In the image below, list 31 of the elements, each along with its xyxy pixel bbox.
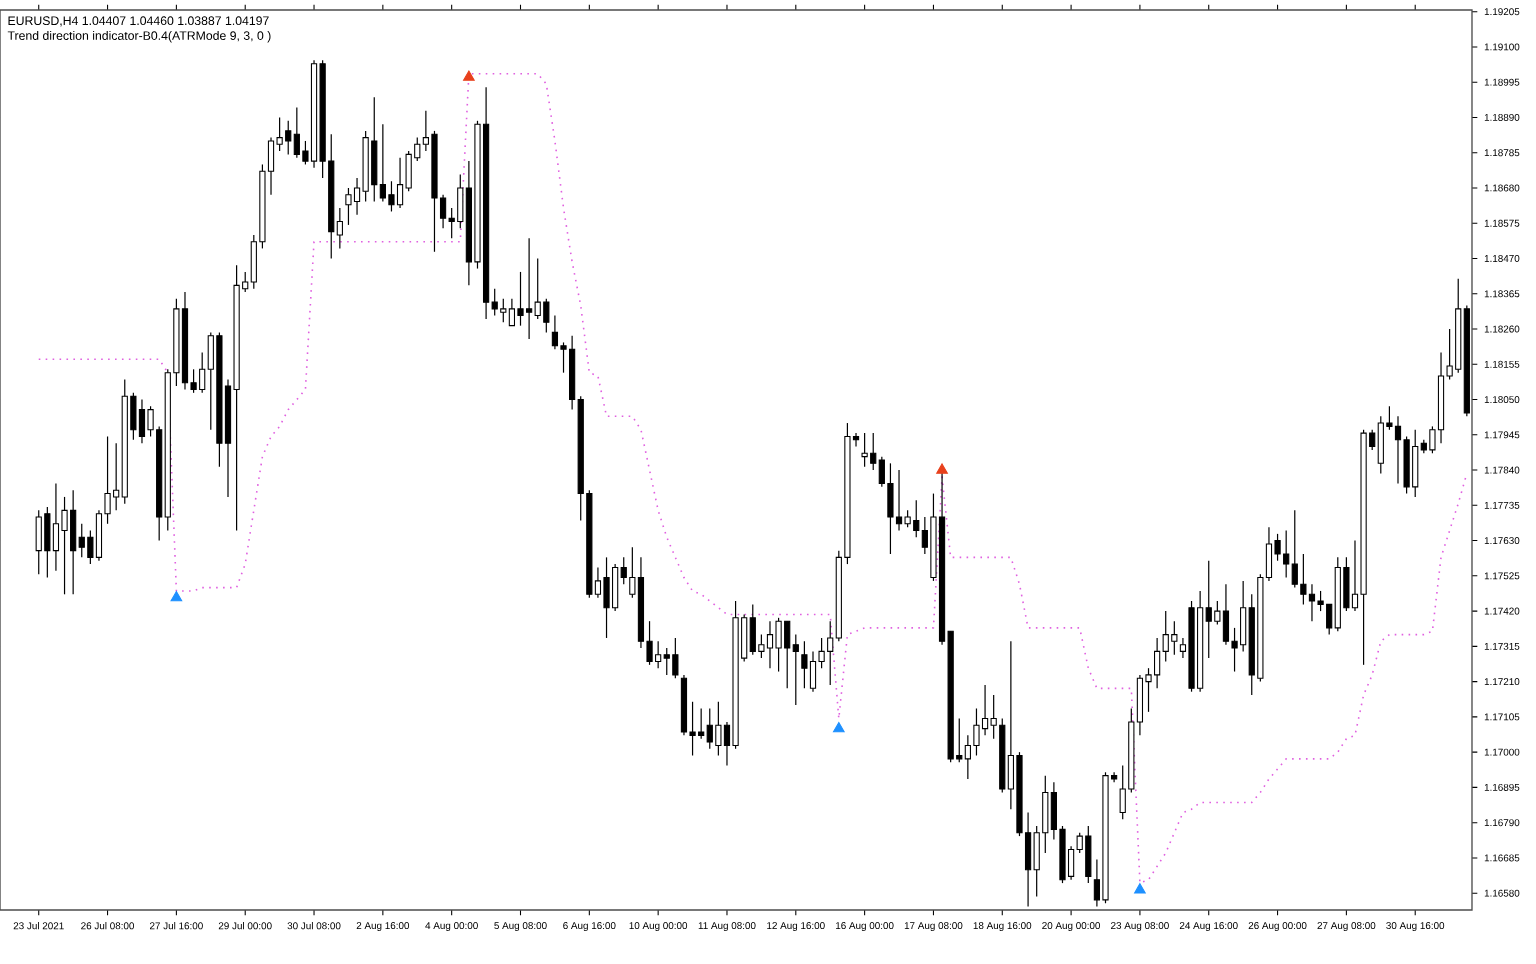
point bbox=[463, 70, 475, 81]
candlestick bbox=[715, 701, 722, 757]
candlestick bbox=[138, 398, 146, 444]
candlestick bbox=[775, 617, 782, 673]
candlestick bbox=[1300, 553, 1307, 605]
candlestick bbox=[895, 469, 903, 532]
candlestick bbox=[345, 187, 352, 226]
point bbox=[1134, 883, 1146, 894]
candlestick bbox=[517, 271, 524, 327]
candlestick bbox=[61, 496, 68, 595]
candlestick bbox=[973, 707, 980, 757]
candlestick bbox=[861, 432, 868, 468]
candlestick bbox=[388, 180, 395, 213]
candlestick bbox=[1394, 415, 1402, 485]
candlestick bbox=[887, 462, 894, 555]
point bbox=[832, 721, 845, 733]
candlestick bbox=[603, 556, 610, 639]
candlestick bbox=[801, 640, 808, 689]
candlestick bbox=[508, 298, 516, 327]
candlestick bbox=[44, 506, 51, 579]
candlestick bbox=[1222, 583, 1230, 646]
candlestick bbox=[525, 237, 533, 340]
point bbox=[170, 590, 183, 602]
candlestick bbox=[809, 650, 817, 693]
point bbox=[936, 463, 948, 474]
candlestick bbox=[551, 314, 559, 350]
candlestick bbox=[766, 620, 774, 669]
candlestick bbox=[52, 482, 60, 572]
candlestick bbox=[396, 157, 404, 209]
candlestick bbox=[672, 637, 679, 679]
candlestick bbox=[1308, 583, 1316, 622]
